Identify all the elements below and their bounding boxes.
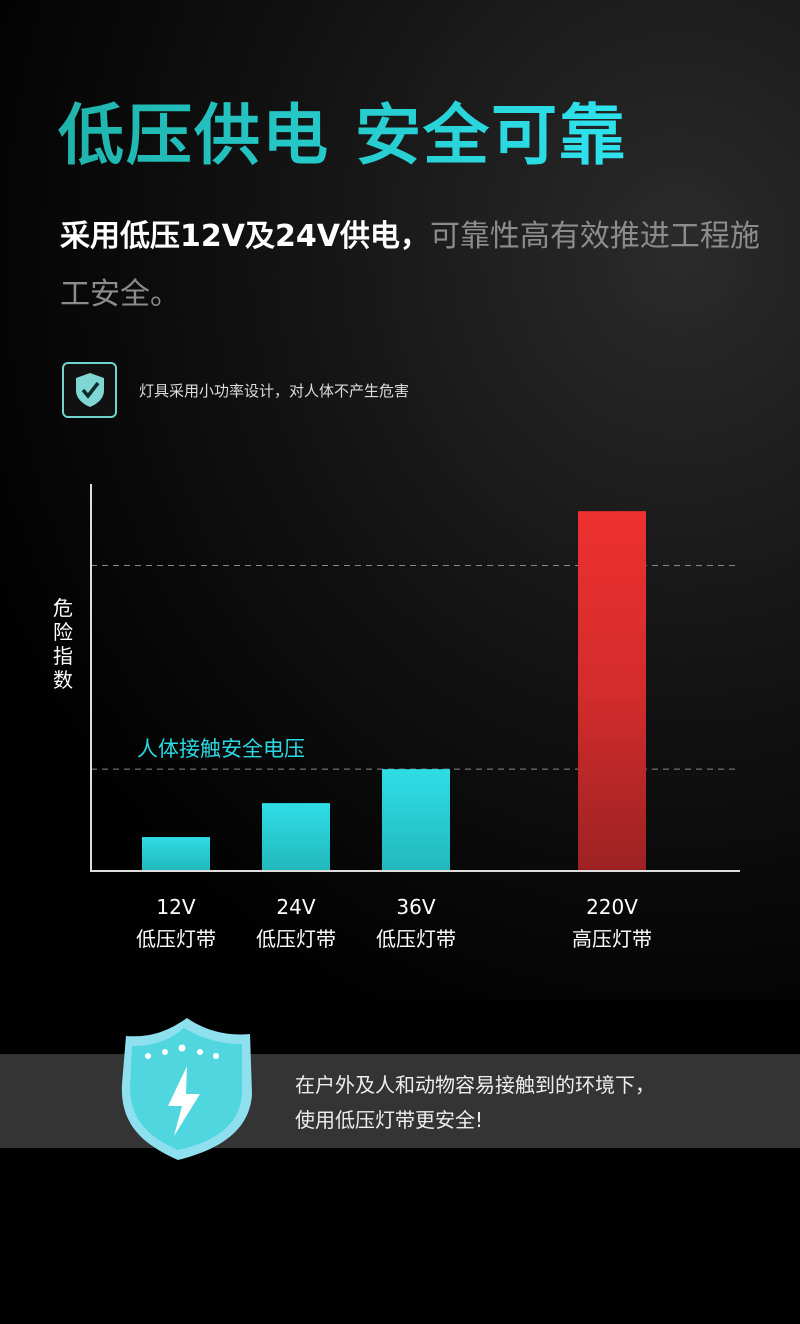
bar-chart: 人体接触安全电压 12V 低压灯带 24V 低压灯带 36V 低压灯带 220V 高压灯带	[90, 484, 740, 951]
subtitle: 采用低压12V及24V供电，可靠性高有效推进工程施工安全。	[60, 208, 760, 324]
feature-row: 灯具采用小功率设计，对人体不产生危害	[62, 362, 409, 418]
x-tick-label: 24V	[276, 895, 315, 919]
footer-line-2: 使用低压灯带更安全!	[295, 1108, 484, 1132]
x-tick-label: 低压灯带	[136, 927, 216, 951]
bar-220V	[578, 511, 646, 871]
shield-check-icon	[62, 362, 117, 418]
y-axis-label: 危险指数	[53, 596, 73, 692]
shield-lightning-icon	[121, 1018, 252, 1160]
x-tick-label: 高压灯带	[572, 927, 652, 951]
x-tick-label: 低压灯带	[376, 927, 456, 951]
footer-line-1: 在户外及人和动物容易接触到的环境下，	[295, 1073, 655, 1097]
footer-text: 在户外及人和动物容易接触到的环境下， 使用低压灯带更安全!	[295, 1068, 655, 1138]
x-tick-label: 低压灯带	[256, 927, 336, 951]
page-title: 低压供电 安全可靠	[58, 82, 627, 178]
reference-line-label: 人体接触安全电压	[137, 737, 305, 761]
x-tick-label: 12V	[156, 895, 195, 919]
feature-text: 灯具采用小功率设计，对人体不产生危害	[139, 381, 410, 400]
bar-12V	[142, 837, 210, 871]
bar-36V	[382, 769, 450, 871]
subtitle-bold: 采用低压12V及24V供电，	[60, 219, 430, 254]
x-tick-label: 220V	[586, 895, 638, 919]
subtitle-rest: 可靠性高有效推进工程施工安全。	[60, 219, 760, 312]
bar-24V	[262, 803, 330, 871]
x-tick-label: 36V	[396, 895, 435, 919]
